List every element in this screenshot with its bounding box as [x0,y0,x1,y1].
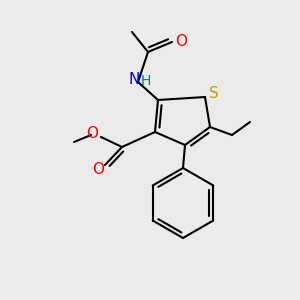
Text: N: N [128,73,140,88]
Text: S: S [209,86,219,101]
Text: O: O [175,34,187,50]
Text: O: O [92,163,104,178]
Text: H: H [141,74,151,88]
Text: O: O [86,127,98,142]
